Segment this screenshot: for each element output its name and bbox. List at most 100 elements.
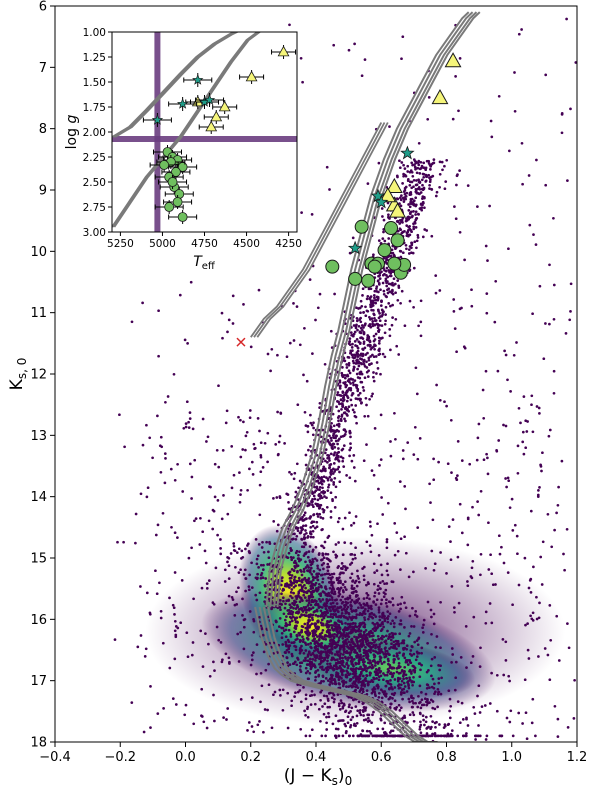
- field-star-point: [448, 709, 451, 713]
- field-star-point: [305, 517, 308, 520]
- field-star-point: [370, 362, 373, 365]
- field-star-point: [460, 701, 464, 705]
- field-star-point: [520, 141, 524, 145]
- field-star-point: [179, 621, 183, 625]
- field-star-point: [381, 579, 385, 583]
- field-star-point: [384, 256, 388, 260]
- field-star-point: [384, 684, 388, 688]
- field-star-point: [560, 112, 564, 115]
- field-star-point: [347, 369, 351, 373]
- field-star-point: [305, 636, 309, 640]
- field-star-point: [412, 453, 416, 456]
- field-star-point: [460, 459, 464, 462]
- field-star-point: [363, 618, 367, 622]
- field-star-point: [359, 380, 363, 384]
- field-star-point: [434, 274, 438, 277]
- triangle-marker: [444, 52, 462, 68]
- field-star-point: [372, 640, 376, 644]
- field-star-point: [521, 430, 525, 434]
- field-star-point: [341, 663, 345, 667]
- field-star-point: [360, 551, 364, 555]
- field-star-point: [306, 705, 310, 709]
- field-star-point: [188, 462, 192, 466]
- field-star-point: [362, 718, 366, 722]
- field-star-point: [364, 676, 367, 680]
- field-star-point: [307, 595, 311, 598]
- field-star-point: [404, 197, 408, 201]
- field-star-point: [329, 463, 333, 466]
- field-star-point: [314, 587, 318, 590]
- inset-circle-marker: [174, 189, 185, 199]
- field-star-point: [358, 649, 362, 653]
- field-star-point: [497, 439, 501, 442]
- field-star-point: [309, 590, 313, 594]
- field-star-point: [400, 194, 403, 197]
- field-star-point: [438, 289, 442, 292]
- field-star-point: [400, 161, 404, 164]
- field-star-point: [418, 684, 422, 688]
- field-star-point: [355, 590, 358, 594]
- field-star-point: [296, 403, 300, 407]
- field-star-point: [328, 662, 332, 666]
- field-star-point: [359, 326, 363, 330]
- field-star-point: [288, 341, 292, 345]
- field-star-point: [245, 430, 249, 434]
- field-star-point: [458, 57, 462, 60]
- field-star-point: [261, 576, 265, 580]
- field-star-point: [339, 455, 343, 459]
- field-star-point: [352, 698, 355, 702]
- inset-circle-marker: [159, 160, 170, 170]
- field-star-point: [325, 666, 329, 670]
- field-star-point: [488, 702, 492, 705]
- field-star-point: [314, 545, 318, 549]
- field-star-point: [337, 734, 341, 738]
- field-star-point: [346, 407, 349, 411]
- field-star-point: [287, 646, 291, 650]
- field-star-point: [429, 608, 433, 612]
- field-star-point: [280, 579, 284, 583]
- field-star-point: [416, 643, 420, 647]
- field-star-point: [286, 726, 290, 730]
- field-star-point: [438, 668, 442, 672]
- field-star-point: [343, 580, 347, 584]
- field-star-point: [375, 684, 379, 688]
- field-star-point: [295, 462, 299, 466]
- field-star-point: [291, 615, 295, 619]
- field-star-point: [116, 540, 119, 544]
- field-star-point: [355, 584, 359, 588]
- field-star-point: [398, 632, 402, 636]
- field-star-point: [356, 709, 360, 713]
- field-star-point: [557, 659, 561, 662]
- field-star-point: [511, 734, 515, 738]
- field-star-point: [526, 622, 529, 625]
- field-star-point: [123, 445, 126, 449]
- field-star-point: [347, 387, 351, 391]
- field-star-point: [317, 494, 321, 498]
- field-star-point: [320, 645, 323, 649]
- field-star-point: [477, 513, 481, 517]
- field-star-point: [244, 434, 248, 438]
- field-star-point: [337, 619, 341, 623]
- field-star-point: [381, 311, 385, 315]
- field-star-point: [417, 694, 420, 698]
- field-star-point: [258, 720, 261, 723]
- field-star-point: [363, 323, 367, 327]
- field-star-point: [313, 642, 317, 645]
- field-star-point: [324, 552, 328, 556]
- field-star-point: [415, 246, 418, 250]
- field-star-point: [354, 672, 358, 675]
- field-star-point: [364, 664, 367, 668]
- field-star-point: [373, 323, 377, 327]
- x-axis-label: (J − Ks)0: [284, 766, 352, 788]
- field-star-point: [378, 618, 382, 622]
- field-star-point: [299, 650, 302, 653]
- field-star-point: [346, 622, 350, 626]
- field-star-point: [345, 390, 349, 394]
- field-star-point: [565, 527, 569, 531]
- field-star-point: [290, 699, 294, 703]
- field-star-point: [413, 669, 417, 672]
- field-star-point: [525, 430, 529, 433]
- field-star-point: [185, 631, 189, 635]
- field-star-point: [250, 725, 254, 728]
- field-star-point: [357, 627, 361, 631]
